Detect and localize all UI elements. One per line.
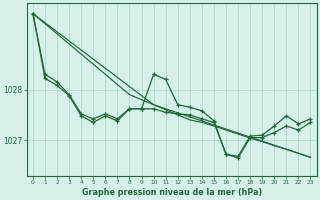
X-axis label: Graphe pression niveau de la mer (hPa): Graphe pression niveau de la mer (hPa)	[82, 188, 262, 197]
